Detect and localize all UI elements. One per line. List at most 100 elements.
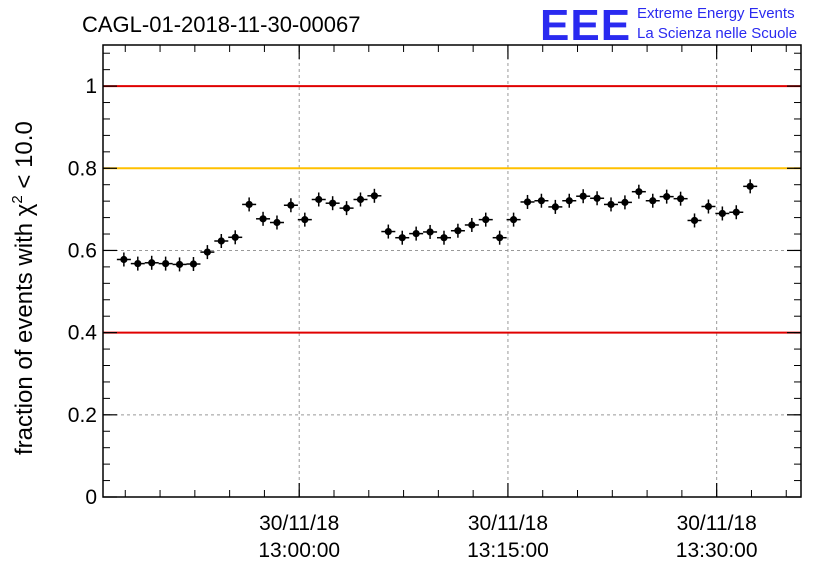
data-point <box>339 201 354 216</box>
data-point <box>144 255 159 270</box>
marker <box>704 202 713 211</box>
logo-eee: EEE <box>540 1 631 50</box>
data-point <box>130 256 145 271</box>
data-point <box>158 256 173 271</box>
marker <box>621 198 629 206</box>
y-tick-label: 0.6 <box>68 239 97 262</box>
chart-title: CAGL-01-2018-11-30-00067 <box>82 12 360 37</box>
data-point <box>506 212 521 227</box>
data-point <box>214 234 229 249</box>
data-point <box>297 212 312 227</box>
data-point <box>701 199 716 214</box>
marker <box>287 201 295 209</box>
marker <box>593 194 601 202</box>
marker <box>677 195 685 203</box>
data-point <box>256 211 271 226</box>
data-point <box>325 196 340 211</box>
data-point <box>116 252 131 267</box>
data-point <box>548 199 563 214</box>
data-point <box>576 189 591 204</box>
data-point <box>715 206 730 221</box>
data-point <box>381 224 396 239</box>
marker <box>746 182 754 190</box>
eee-logo: EEE Extreme Energy Events La Scienza nel… <box>540 1 797 50</box>
data-point <box>631 184 646 199</box>
marker <box>579 192 587 200</box>
data-point <box>492 230 507 245</box>
marker <box>426 228 434 236</box>
marker <box>134 260 142 268</box>
marker <box>635 188 643 196</box>
logo-line-1: Extreme Energy Events <box>637 5 795 22</box>
data-point <box>367 188 382 203</box>
data-point <box>228 230 243 245</box>
data-point <box>617 195 632 210</box>
x-tick-label-time: 13:15:00 <box>467 539 549 562</box>
y-tick-label: 1 <box>85 75 97 98</box>
data-point <box>186 257 201 272</box>
data-point <box>562 193 577 208</box>
marker <box>412 230 420 238</box>
data-point <box>283 198 298 213</box>
reference-lines <box>103 85 801 334</box>
marker <box>273 218 281 227</box>
marker <box>565 197 573 205</box>
data-point <box>200 245 215 260</box>
y-axis-label-sup: 2 <box>9 195 26 203</box>
data-point <box>464 217 479 232</box>
marker <box>301 216 309 224</box>
marker <box>175 260 184 269</box>
marker <box>509 216 518 224</box>
marker <box>384 227 392 236</box>
data-point <box>311 192 326 207</box>
logo-line-2: La Scienza nelle Scuole <box>637 25 797 42</box>
data-point <box>520 194 535 209</box>
x-tick-label-date: 30/11/18 <box>677 512 757 535</box>
data-point <box>423 224 438 239</box>
marker <box>551 203 559 211</box>
data-point <box>534 193 549 208</box>
data-point <box>659 189 674 204</box>
y-axis-label-symbol: χ <box>11 203 38 216</box>
marker <box>203 248 211 256</box>
marker <box>315 195 323 204</box>
y-tick-label: 0 <box>85 486 97 509</box>
data-points <box>116 179 758 272</box>
marker <box>454 227 462 235</box>
x-tick-label-time: 13:30:00 <box>676 539 758 562</box>
x-tick-label-time: 13:00:00 <box>258 539 340 562</box>
marker <box>607 200 615 209</box>
marker <box>732 208 740 216</box>
marker <box>537 197 546 205</box>
marker <box>189 260 198 268</box>
data-point <box>436 230 451 245</box>
marker <box>217 237 225 245</box>
y-tick-label: 0.4 <box>68 322 98 345</box>
marker <box>120 255 128 264</box>
y-tick-label: 0.8 <box>68 157 97 180</box>
data-point <box>743 179 758 194</box>
marker <box>356 195 365 204</box>
y-axis-label-prefix: fraction of events with <box>11 216 38 455</box>
y-axis-label: fraction of events with χ2 < 10.0 <box>9 121 38 455</box>
axis-ticks: 0 0.2 0.4 0.6 0.8 1 30/11/18 13:00:00 30/11/18 13… <box>68 45 801 562</box>
y-tick-label: 0.2 <box>68 404 97 427</box>
data-point <box>409 226 424 241</box>
x-tick-label-date: 30/11/18 <box>259 512 339 535</box>
marker <box>148 259 156 267</box>
marker <box>329 199 337 207</box>
marker <box>259 215 267 223</box>
data-point <box>687 213 702 228</box>
data-point <box>673 191 688 206</box>
data-point <box>590 191 605 206</box>
marker <box>690 216 699 225</box>
marker <box>398 234 406 242</box>
data-point <box>242 197 257 212</box>
marker <box>649 197 657 205</box>
marker <box>162 260 170 268</box>
marker <box>496 234 504 242</box>
grid <box>103 45 801 498</box>
marker <box>370 192 379 200</box>
data-point <box>604 197 619 212</box>
